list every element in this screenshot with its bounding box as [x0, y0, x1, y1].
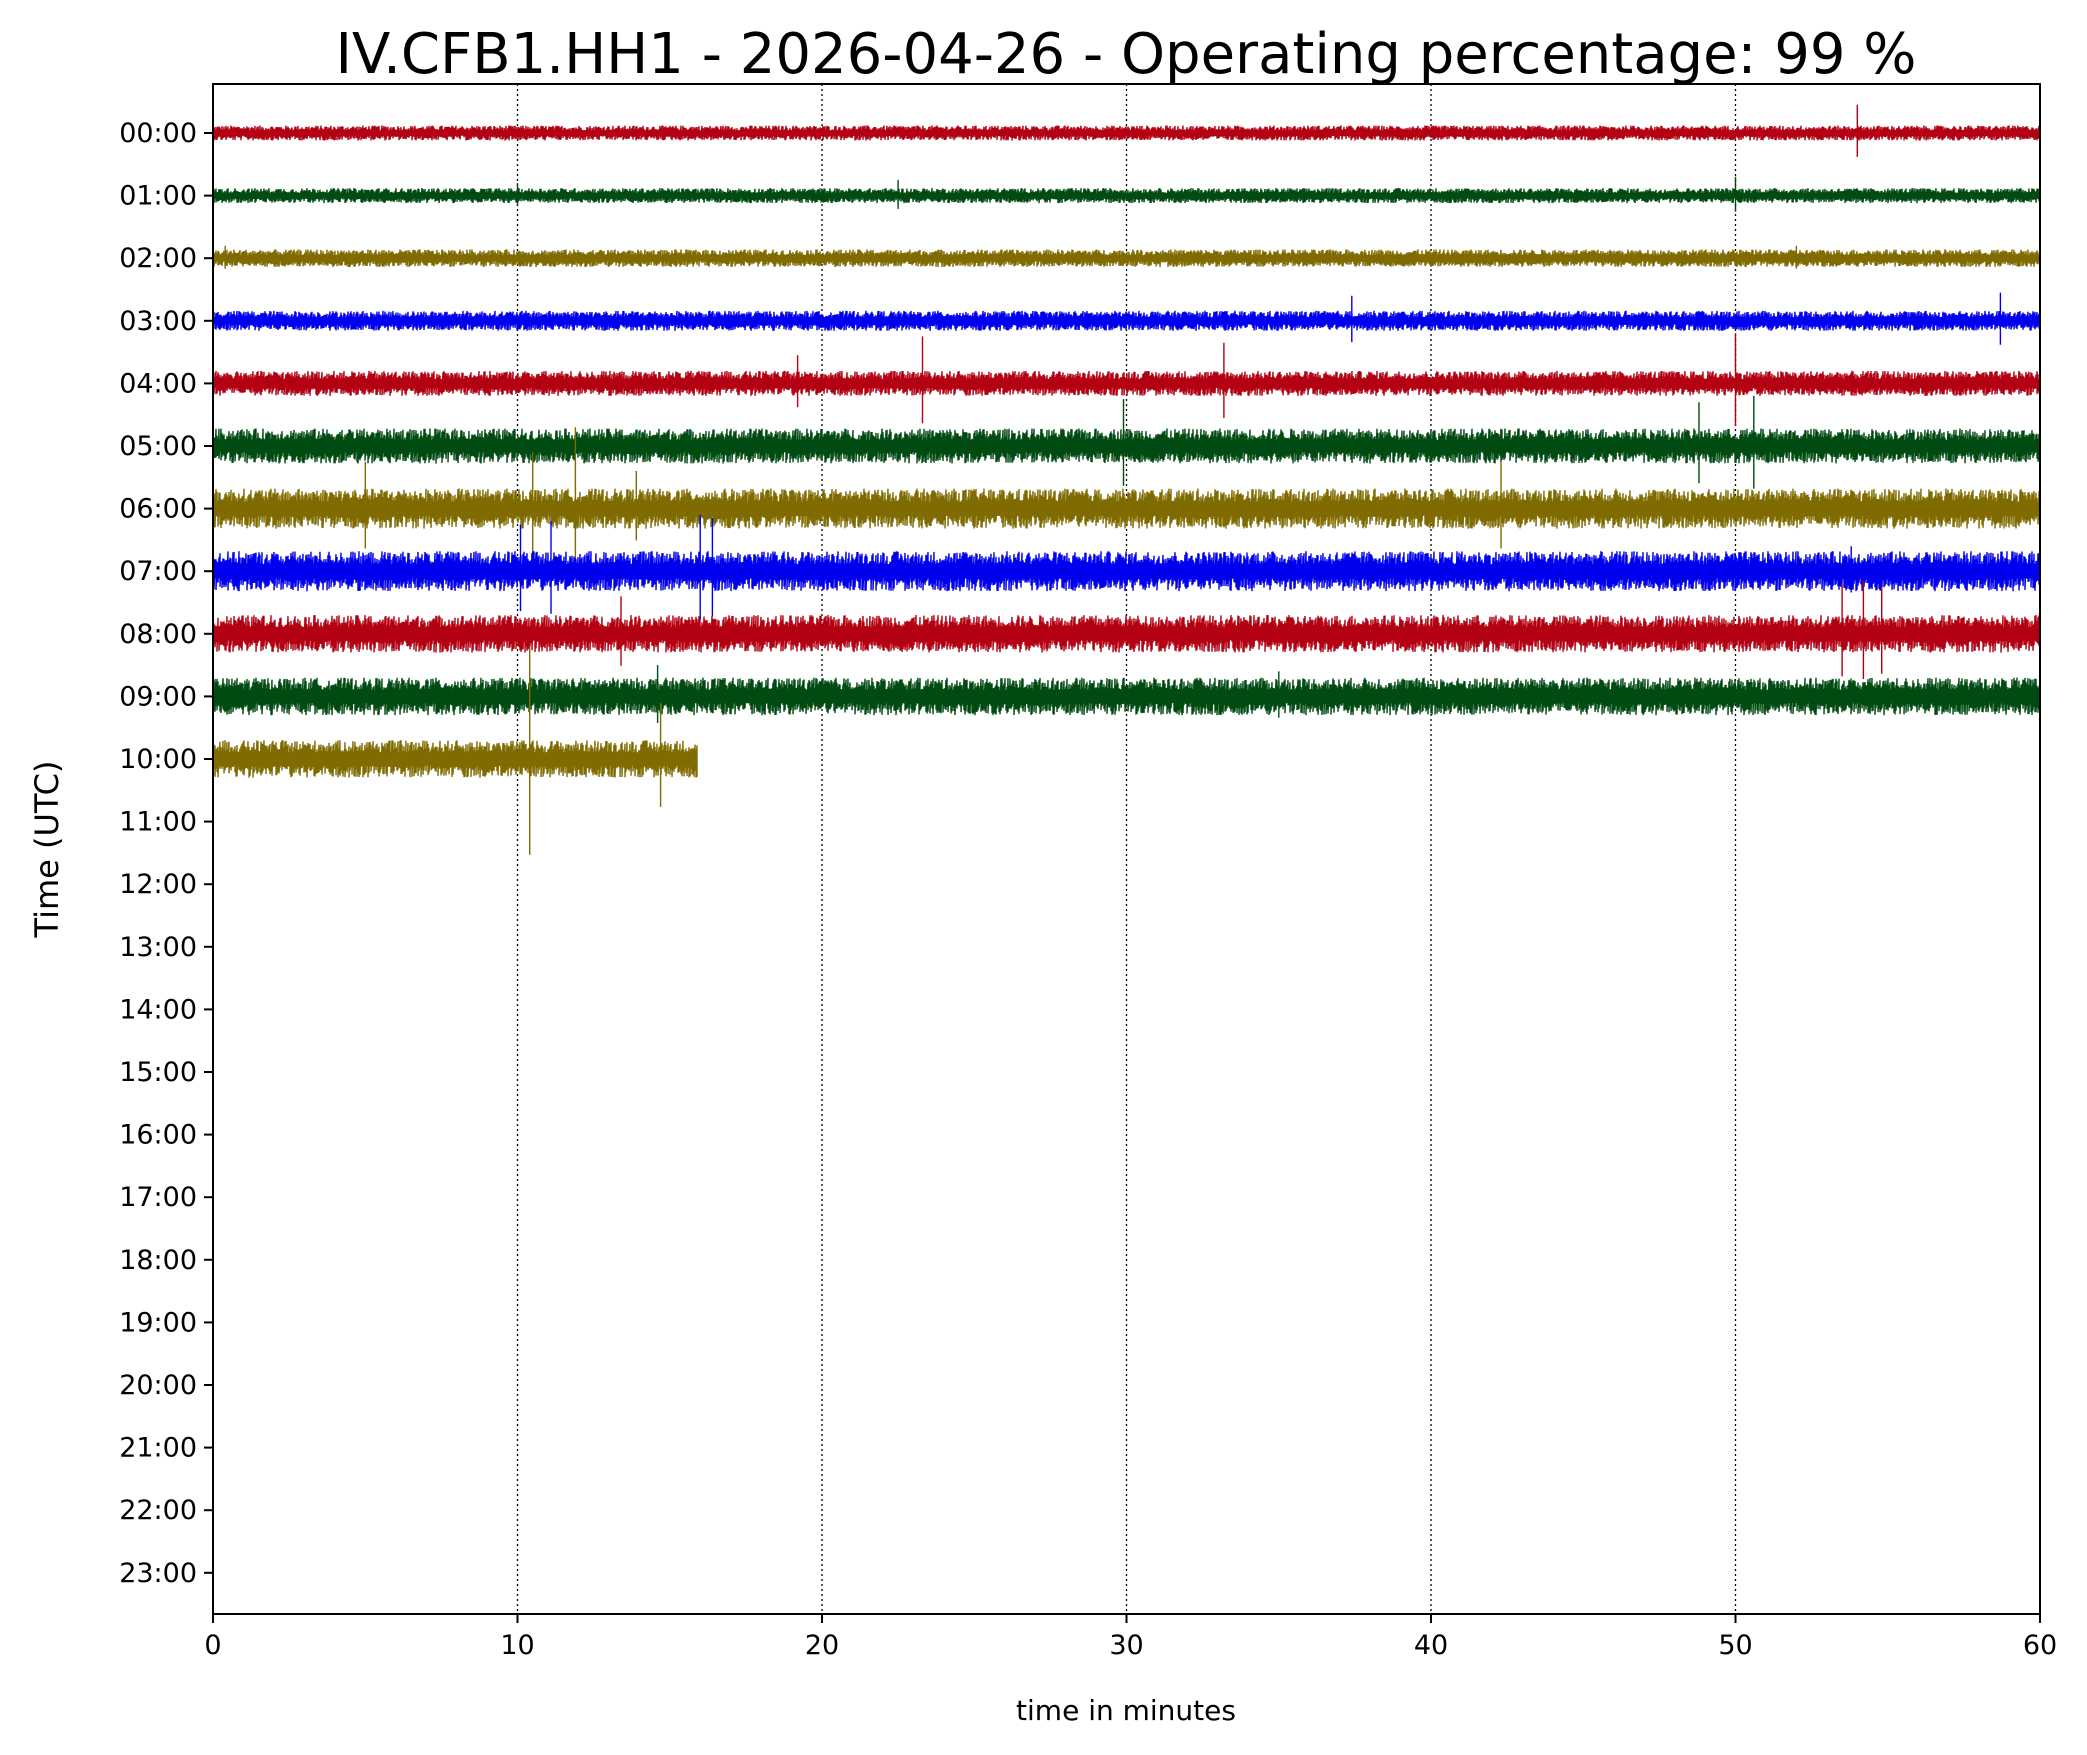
seismic-trace-0900 [212, 665, 2041, 723]
y-tick-label: 13:00 [119, 932, 197, 963]
seismic-trace-0200 [212, 245, 2041, 269]
y-tick-label: 03:00 [119, 306, 197, 337]
plot-frame [212, 83, 2041, 1615]
seismic-trace-1000 [212, 646, 698, 855]
seismic-trace-0000 [212, 104, 2041, 157]
y-tick-label: 08:00 [119, 619, 197, 650]
y-axis: 00:00 01:00 02:00 03:00 04:00 05:00 06:00 07:00… [119, 118, 213, 1589]
y-tick-label: 18:00 [119, 1245, 197, 1276]
x-tick-label: 20 [805, 1630, 839, 1661]
x-tick-label: 10 [500, 1630, 534, 1661]
y-tick-label: 06:00 [119, 494, 197, 525]
y-tick-label: 12:00 [119, 869, 197, 900]
y-tick-label: 16:00 [119, 1120, 197, 1151]
x-axis: 0 10 20 30 40 50 60 [204, 1614, 2057, 1661]
x-tick-label: 40 [1414, 1630, 1448, 1661]
seismic-trace-0100 [212, 176, 2041, 212]
y-axis-label: Time (UTC) [28, 761, 66, 939]
seismic-trace-0600 [212, 427, 2041, 578]
seismic-trace-0400 [212, 333, 2041, 426]
seismic-trace-0800 [212, 580, 2041, 679]
y-tick-label: 11:00 [119, 807, 197, 838]
y-tick-label: 02:00 [119, 243, 197, 274]
x-axis-label: time in minutes [1016, 1694, 1236, 1727]
y-tick-label: 22:00 [119, 1495, 197, 1526]
x-tick-label: 0 [204, 1630, 221, 1661]
y-tick-label: 19:00 [119, 1307, 197, 1338]
trace-layer [212, 104, 2041, 855]
y-tick-label: 09:00 [119, 681, 197, 712]
y-tick-label: 20:00 [119, 1370, 197, 1401]
y-tick-label: 14:00 [119, 994, 197, 1025]
chart-title: IV.CFB1.HH1 - 2026-04-26 - Operating per… [336, 22, 1917, 87]
y-tick-label: 00:00 [119, 118, 197, 149]
y-tick-label: 01:00 [119, 181, 197, 212]
grid-layer [516, 84, 1737, 1614]
y-tick-label: 07:00 [119, 556, 197, 587]
x-tick-label: 30 [1109, 1630, 1143, 1661]
y-tick-label: 10:00 [119, 744, 197, 775]
y-tick-label: 17:00 [119, 1182, 197, 1213]
y-tick-label: 23:00 [119, 1558, 197, 1589]
x-tick-label: 50 [1718, 1630, 1752, 1661]
y-tick-label: 04:00 [119, 368, 197, 399]
y-tick-label: 15:00 [119, 1057, 197, 1088]
x-tick-label: 60 [2023, 1630, 2057, 1661]
seismic-trace-0500 [212, 395, 2041, 489]
seismic-trace-0700 [212, 514, 2041, 620]
seismic-trace-0300 [212, 292, 2041, 345]
y-tick-label: 05:00 [119, 431, 197, 462]
y-tick-label: 21:00 [119, 1433, 197, 1464]
